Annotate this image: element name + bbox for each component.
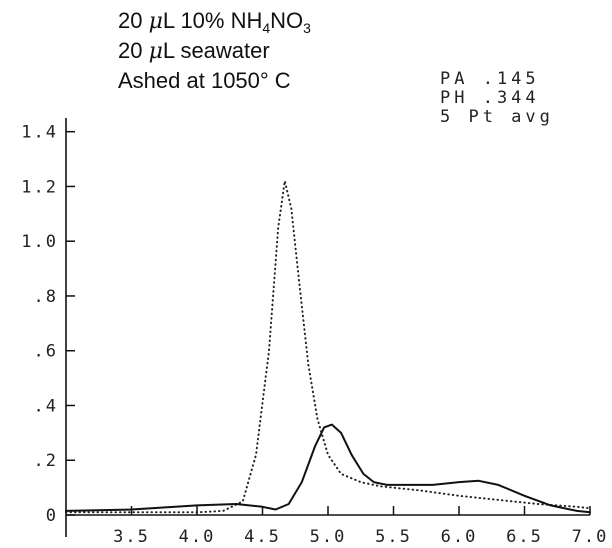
x-ticks: 3.5 4.0 4.5 5.0 5.5 6.0 6.5 7.0 — [113, 506, 609, 547]
readout-block: PA .145 PH .344 5 Pt avg — [440, 69, 554, 127]
y-tick-label: 1.0 — [21, 232, 58, 252]
series-solid-line — [65, 423, 591, 514]
y-tick-label: .2 — [34, 451, 58, 471]
y-tick-label: .8 — [34, 287, 58, 307]
x-tick-label: 4.5 — [244, 527, 281, 547]
readout-line-1: PA .145 — [440, 69, 540, 89]
y-tick-label: 1.4 — [21, 123, 58, 143]
annotation-line-1-prefix: 20 — [118, 8, 149, 33]
y-tick-label: .4 — [34, 396, 58, 416]
annotation-line-1: 20 μL 10% NH4NO3 — [118, 8, 311, 36]
y-tick-label: 1.2 — [21, 177, 58, 197]
annotation-line-1-sub2: 3 — [303, 20, 311, 36]
x-tick-label: 6.0 — [441, 527, 478, 547]
annotation-block: 20 μL 10% NH4NO3 20 μL seawater Ashed at… — [118, 8, 311, 93]
y-ticks: 0 .2 .4 .6 .8 1.0 1.2 1.4 — [21, 123, 75, 526]
annotation-line-2-prefix: 20 — [118, 38, 149, 63]
x-tick-label: 7.0 — [572, 527, 609, 547]
series-group — [65, 180, 591, 514]
annotation-line-2: 20 μL seawater — [118, 38, 270, 64]
annotation-line-1-rest: L 10% NH — [163, 8, 262, 33]
x-tick-label: 5.0 — [310, 527, 347, 547]
y-tick-label: 0 — [46, 506, 58, 526]
axes — [65, 118, 590, 537]
readout-line-3: 5 Pt avg — [440, 107, 554, 127]
annotation-line-1-mid: NO — [270, 8, 303, 33]
readout-line-2: PH .344 — [440, 88, 540, 108]
y-tick-label: .6 — [34, 342, 58, 362]
annotation-line-3: Ashed at 1050° C — [118, 68, 291, 93]
series-dotted-line — [65, 180, 591, 514]
annotation-line-2-mu: μ — [149, 39, 163, 64]
x-tick-label: 5.5 — [375, 527, 412, 547]
x-tick-label: 4.0 — [179, 527, 216, 547]
x-tick-label: 6.5 — [506, 527, 543, 547]
x-tick-label: 3.5 — [113, 527, 150, 547]
annotation-line-1-sub1: 4 — [262, 20, 270, 36]
annotation-line-2-rest: L seawater — [163, 38, 270, 63]
annotation-line-1-mu: μ — [149, 9, 163, 34]
